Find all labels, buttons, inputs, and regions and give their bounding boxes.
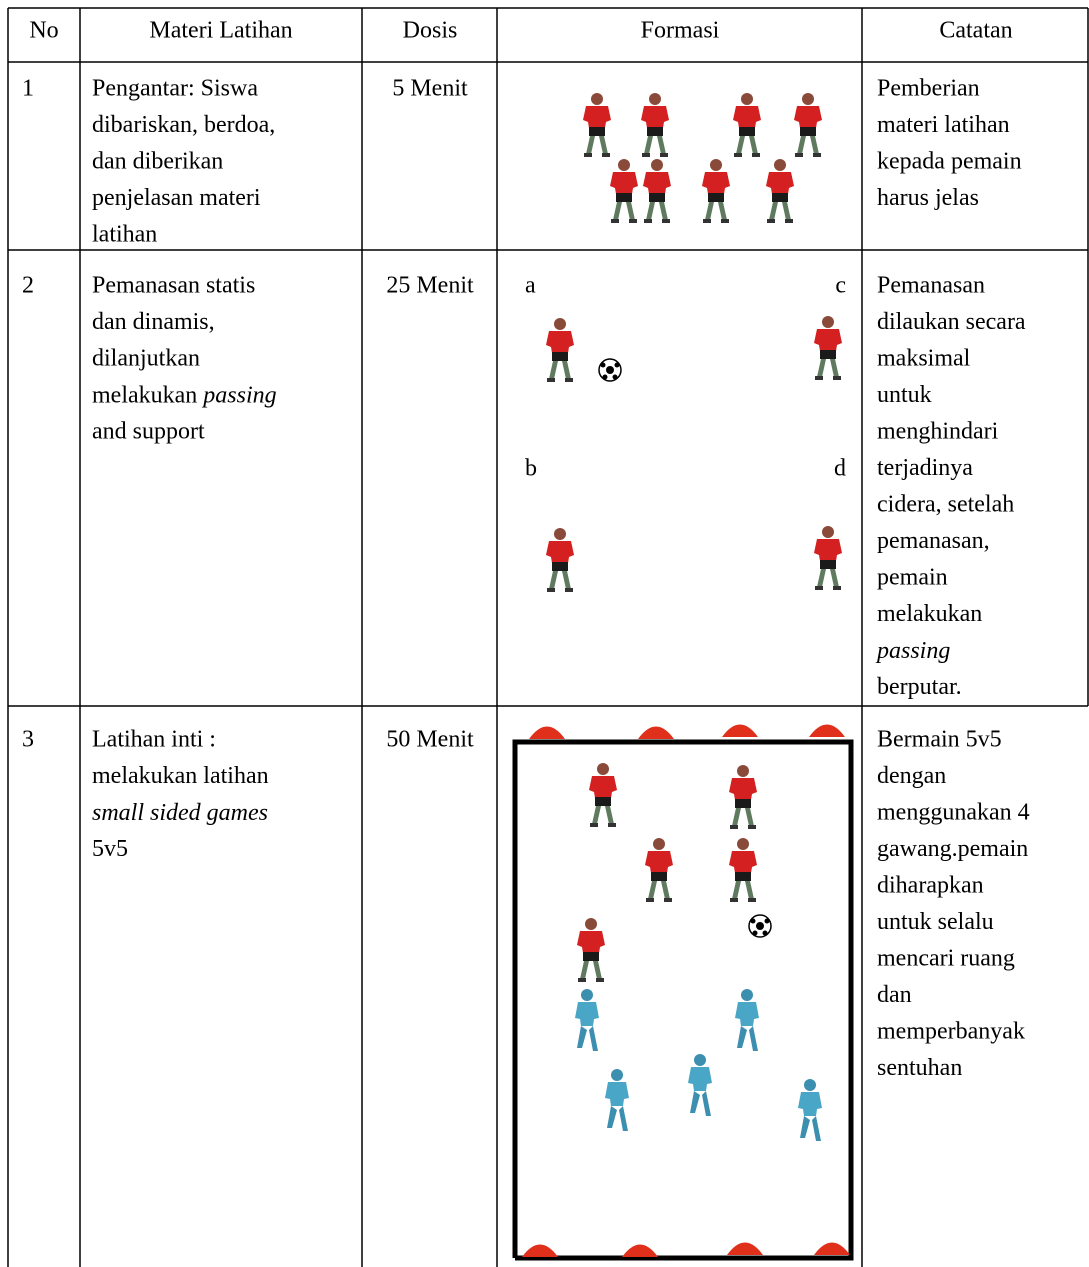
materi-line: dan diberikan (92, 149, 223, 175)
catatan-line: maksimal (877, 346, 971, 372)
formation-3 (512, 724, 854, 1261)
header-cell: Catatan (939, 18, 1012, 44)
materi-line: dan dinamis, (92, 309, 215, 335)
catatan-line: harus jelas (877, 185, 979, 211)
catatan-line: pemain (877, 565, 948, 591)
catatan-line: diharapkan (877, 873, 984, 899)
table-grid (7, 7, 1089, 1267)
catatan-line: dilaukan secara (877, 309, 1026, 335)
row-number: 2 (22, 273, 34, 299)
catatan-line: untuk selalu (877, 909, 994, 935)
row-number: 3 (22, 727, 34, 753)
header-cell: Materi Latihan (149, 18, 292, 44)
catatan-line: berputar. (877, 674, 962, 700)
header-cell: Dosis (403, 18, 458, 44)
text-run: passing (201, 382, 276, 408)
catatan-line: menghindari (877, 419, 999, 445)
catatan-line: materi latihan (877, 112, 1010, 138)
formation-2 (546, 316, 842, 592)
text-run: passing (875, 638, 950, 664)
materi-line: 5v5 (92, 836, 128, 862)
formation-1 (583, 93, 822, 223)
dosis: 5 Menit (392, 76, 468, 102)
catatan-line: dengan (877, 763, 946, 789)
catatan-line: Pemanasan (877, 273, 985, 299)
materi-line: melakukan latihan (92, 763, 269, 789)
dosis: 50 Menit (386, 727, 474, 753)
text-run: small sided games (92, 800, 268, 826)
row-number: 1 (22, 76, 34, 102)
materi-line: melakukan passing (92, 382, 277, 408)
header-cell: No (29, 18, 58, 44)
catatan-line: passing (875, 638, 950, 664)
materi-line: and support (92, 419, 205, 445)
formation-label: c (835, 273, 846, 299)
catatan-line: pemanasan, (877, 528, 990, 554)
catatan-line: cidera, setelah (877, 492, 1014, 518)
materi-line: Pemanasan statis (92, 273, 255, 299)
catatan-line: gawang.pemain (877, 836, 1028, 862)
formation-label: d (834, 456, 846, 482)
catatan-line: memperbanyak (877, 1019, 1025, 1045)
catatan-line: melakukan (877, 601, 982, 627)
dosis: 25 Menit (386, 273, 474, 299)
catatan-line: sentuhan (877, 1055, 962, 1081)
catatan-line: untuk (877, 382, 932, 408)
materi-line: Pengantar: Siswa (92, 76, 258, 102)
catatan-line: kepada pemain (877, 149, 1022, 175)
materi-line: dilanjutkan (92, 346, 200, 372)
catatan-line: Bermain 5v5 (877, 727, 1002, 753)
catatan-line: mencari ruang (877, 946, 1015, 972)
header-cell: Formasi (641, 18, 720, 44)
catatan-line: dan (877, 982, 912, 1008)
catatan-line: Pemberian (877, 76, 980, 102)
formation-label: b (525, 456, 537, 482)
catatan-line: terjadinya (877, 455, 973, 481)
materi-line: latihan (92, 222, 157, 248)
materi-line: dibariskan, berdoa, (92, 112, 275, 138)
formation-label: a (525, 273, 536, 299)
materi-line: penjelasan materi (92, 185, 261, 211)
materi-line: Latihan inti : (92, 727, 216, 753)
text-run: melakukan (92, 382, 203, 408)
materi-line: small sided games (92, 800, 268, 826)
catatan-line: menggunakan 4 (877, 800, 1030, 826)
